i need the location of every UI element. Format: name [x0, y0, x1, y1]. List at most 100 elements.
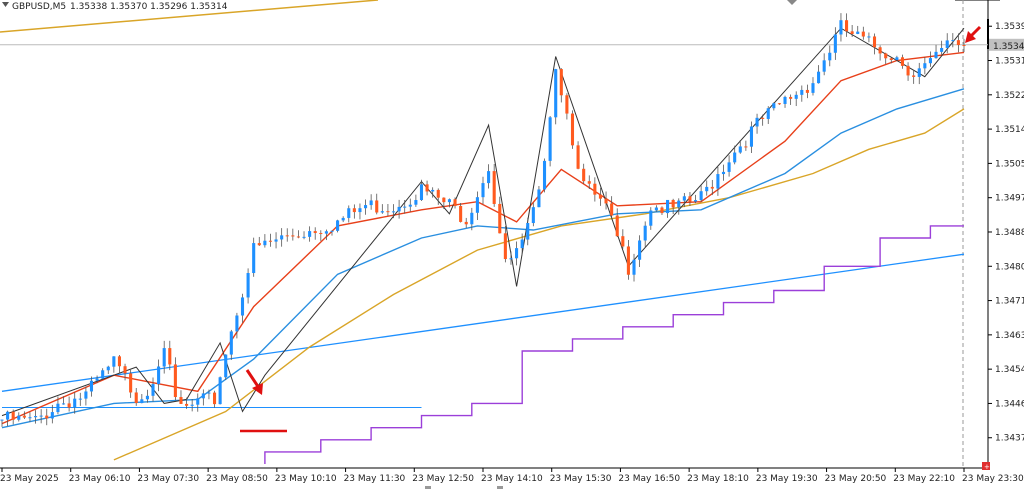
candle [201, 389, 205, 406]
candle [475, 191, 479, 220]
candle [738, 140, 742, 154]
chart-symbol: GBPUSD,M5 [12, 2, 66, 12]
x-tick-label: 23 May 20:50 [825, 474, 887, 484]
candle [173, 357, 177, 401]
candle [878, 45, 882, 61]
candle [134, 388, 138, 406]
candle [123, 363, 127, 381]
candle [246, 268, 250, 304]
candle [716, 166, 720, 196]
candle [280, 228, 284, 247]
x-tick-label: 23 May 23:30 [962, 474, 1024, 484]
x-tick-label: 23 May 2025 [0, 474, 59, 484]
corner-marker-icon[interactable] [982, 462, 990, 470]
candle [386, 203, 390, 216]
candle [912, 70, 916, 84]
candle [319, 230, 323, 241]
candle [50, 404, 54, 424]
candle [604, 191, 608, 210]
candle [660, 206, 664, 216]
candle [721, 164, 726, 181]
candle [419, 179, 424, 201]
y-tick-label: 1.34800 [995, 262, 1024, 272]
candle [682, 192, 686, 208]
candle [274, 232, 278, 249]
candle [39, 409, 43, 424]
candle [313, 227, 317, 240]
y-tick-label: 1.35140 [995, 125, 1024, 135]
candle [811, 77, 815, 96]
candle [453, 197, 457, 209]
candle [945, 33, 949, 54]
candle [895, 55, 899, 61]
candle [565, 93, 569, 120]
scroll-marker[interactable] [497, 486, 503, 489]
step-indicator-line [264, 225, 964, 464]
candle [884, 52, 888, 65]
candle [805, 84, 809, 99]
trend-line [1, 253, 965, 392]
candle [168, 340, 172, 371]
candle [470, 207, 474, 231]
upper-ma-line [0, 0, 379, 33]
candle [6, 410, 10, 427]
x-tick-label: 23 May 08:50 [206, 474, 268, 484]
candle [397, 199, 401, 219]
candle [89, 376, 94, 397]
candle [369, 194, 373, 210]
candle [906, 62, 910, 81]
candle [828, 45, 832, 67]
x-tick-label: 23 May 07:30 [137, 474, 199, 484]
x-tick-label: 23 May 14:10 [481, 474, 543, 484]
x-tick-label: 23 May 11:30 [344, 474, 406, 484]
candle [839, 13, 843, 42]
y-tick-label: 1.35310 [995, 57, 1024, 67]
candle [587, 175, 591, 189]
candle [431, 187, 435, 198]
candle [291, 228, 295, 241]
candle [856, 25, 860, 35]
candle [610, 196, 614, 220]
candle [515, 241, 519, 266]
candle [923, 57, 927, 75]
y-tick-label: 1.34460 [995, 399, 1024, 409]
candle [151, 377, 155, 402]
candle [570, 110, 575, 149]
candle [526, 217, 530, 246]
candle [190, 399, 194, 412]
candle [408, 198, 412, 212]
candle [459, 202, 463, 223]
candle [542, 158, 547, 193]
candle [375, 193, 379, 215]
candle [436, 188, 440, 205]
candle [766, 106, 770, 124]
candle [84, 386, 88, 406]
candle [73, 392, 77, 414]
y-tick-label: 1.35225 [995, 91, 1024, 101]
candle [442, 197, 446, 210]
candle [330, 230, 334, 236]
candle [162, 340, 166, 374]
candle [67, 396, 71, 412]
candle [336, 219, 340, 233]
candle [481, 176, 485, 205]
candle [464, 217, 468, 228]
candle [78, 392, 82, 406]
candle [900, 54, 905, 69]
candle [285, 228, 289, 242]
candle [106, 365, 110, 375]
candle [235, 312, 239, 339]
scroll-marker[interactable] [425, 486, 431, 489]
candle [503, 226, 507, 263]
candle [705, 180, 709, 196]
candle [621, 229, 625, 249]
candle [263, 234, 267, 248]
candle [218, 376, 222, 405]
candle [710, 179, 714, 196]
candle [498, 196, 502, 234]
x-tick-label: 23 May 18:10 [687, 474, 749, 484]
candle [145, 389, 149, 403]
candle [598, 187, 602, 206]
candle [487, 164, 491, 189]
